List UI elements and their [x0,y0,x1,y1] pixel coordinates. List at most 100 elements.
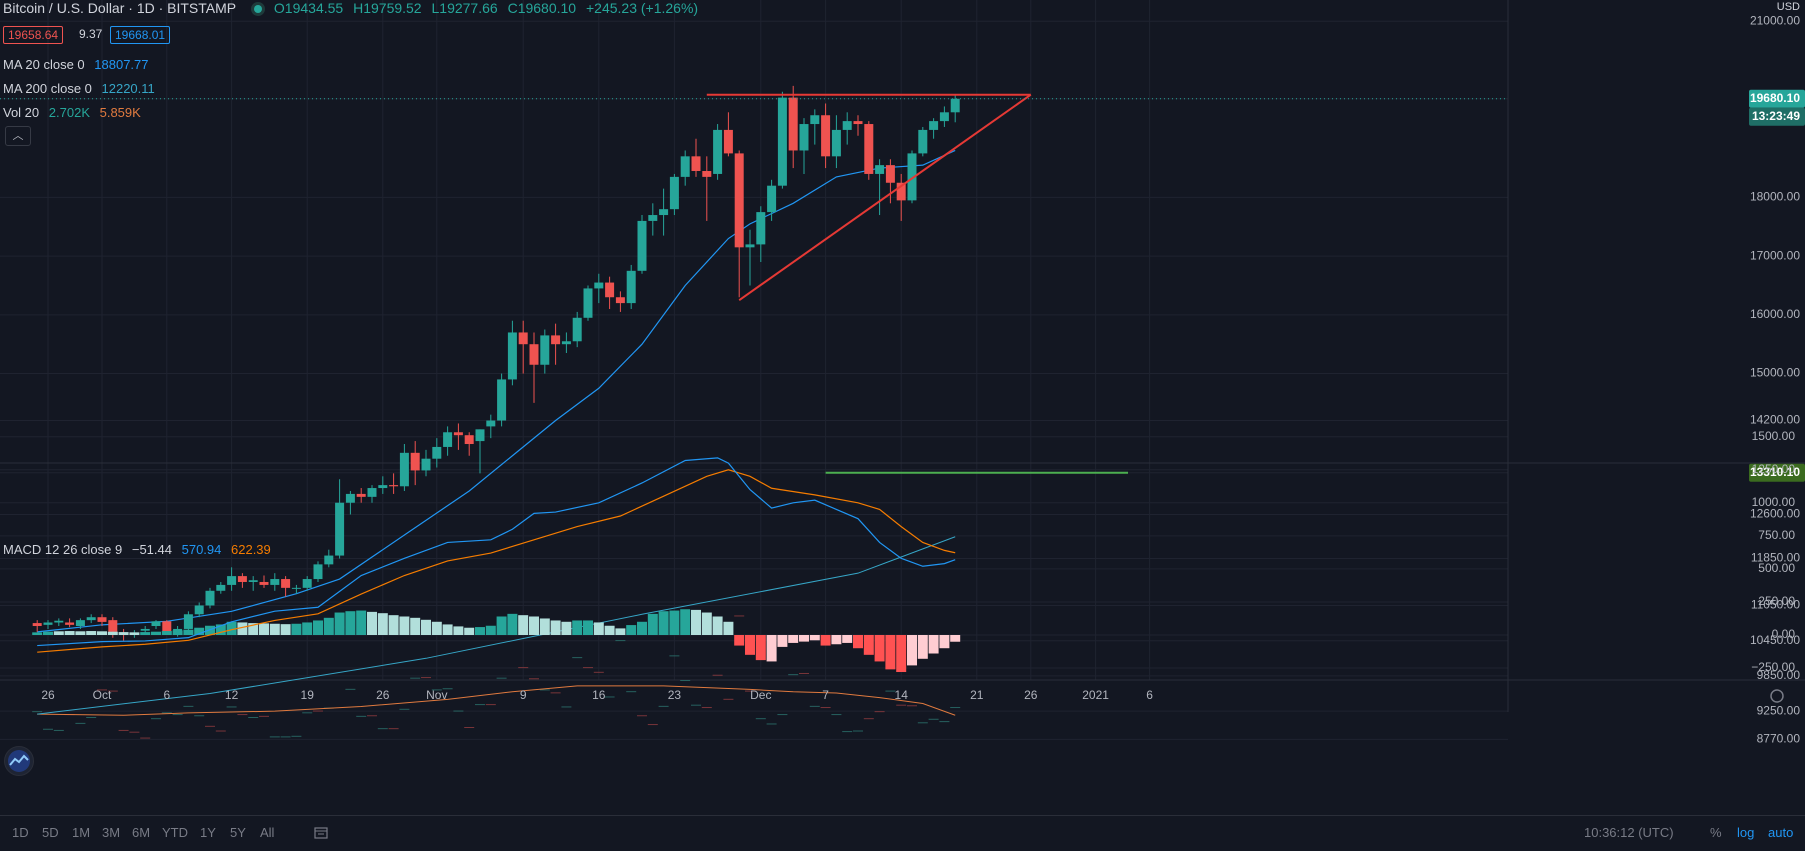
candle-body [594,282,604,289]
candle-body [626,270,636,304]
countdown-label: 13:23:49 [1752,109,1800,123]
volume-bar [863,718,874,720]
macd-histogram-bar [734,635,745,646]
macd-histogram-bar [799,635,809,642]
macd-histogram-bar [809,635,820,641]
time-axis-label: 9 [520,688,527,702]
calendar-range-icon[interactable] [313,825,329,844]
candle-body [810,115,820,125]
candle-body [767,185,777,213]
macd-histogram-bar [572,620,583,635]
ask-price-button[interactable]: 19668.01 [110,26,171,44]
percent-scale-toggle[interactable]: % [1710,825,1722,840]
macd-histogram-bar [140,632,151,635]
timeframe-button-3m[interactable]: 3M [102,825,121,840]
macd-histogram-bar [226,621,237,635]
volume-value: 2.702K [48,105,90,120]
timeframe-button-5y[interactable]: 5Y [230,825,246,840]
macd-histogram-bar [550,620,561,635]
candle-body [529,344,539,365]
macd-histogram-bar [939,635,950,649]
last-price-label: 19680.10 [1750,91,1800,105]
collapse-legend-button[interactable]: ︿ [5,126,31,146]
macd-axis-tick-label: 0.00 [1772,627,1796,641]
macd-legend: MACD 12 26 close 9 −51.44 570.94 622.39 [3,542,277,557]
volume-bar [788,674,799,676]
timeframe-button-all[interactable]: All [260,825,275,840]
volume-bar [939,721,950,723]
candle-body [799,124,809,151]
macd-histogram-bar [583,620,593,635]
candle-body [75,620,85,627]
candle-body [853,121,863,125]
auto-scale-toggle[interactable]: auto [1768,825,1794,840]
volume-bar [777,714,788,716]
macd-histogram-bar [118,632,129,635]
ma20-label: MA 20 close 0 [3,57,85,72]
candle-body [777,97,787,186]
volume-bar [874,711,885,713]
macd-histogram-bar [269,623,280,635]
price-axis-tick-label: 21000.00 [1750,13,1800,27]
support-level-badge [1749,463,1805,482]
candle-body [313,564,323,580]
tradingview-logo-icon[interactable] [4,746,34,776]
log-scale-toggle[interactable]: log [1737,825,1755,840]
volume-bar [97,689,107,691]
volume-bar [572,657,583,659]
price-axis-tick-label: 16000.00 [1750,307,1800,321]
macd-histogram-bar [485,625,496,635]
price-axis-tick-label: 18000.00 [1750,190,1800,204]
candle-body [216,584,226,591]
chevron-up-icon: ︿ [12,130,24,142]
timeframe-button-6m[interactable]: 6M [132,825,151,840]
time-axis-label: Oct [93,688,112,702]
macd-histogram-bar [745,635,755,655]
candle-body [486,420,496,427]
candle-body [540,335,550,365]
timeframe-button-1m[interactable]: 1M [72,825,91,840]
macd-histogram-bar [259,623,269,635]
timeframe-button-ytd[interactable]: YTD [162,825,188,840]
ma200-value: 12220.11 [101,81,155,96]
triangle-bottom-trendline [738,93,1032,301]
timeframe-button-1y[interactable]: 1Y [200,825,216,840]
volume-bar [388,728,399,730]
timeframe-button-1d[interactable]: 1D [12,825,29,840]
macd-histogram-bar [928,635,939,654]
candle-body [97,617,107,622]
time-axis-label: Dec [750,688,771,702]
macd-histogram-bar [248,623,259,635]
volume-bar [583,667,593,669]
bid-price-button[interactable]: 19658.64 [3,26,64,44]
macd-histogram-bar [691,609,701,635]
time-axis-label: 26 [1024,688,1038,702]
utc-clock[interactable]: 10:36:12 (UTC) [1584,825,1674,840]
macd-histogram-bar [917,635,928,659]
candle-body [475,429,485,442]
macd-label: MACD 12 26 close 9 [3,542,123,557]
volume-bar [853,730,863,732]
timeframe-button-5d[interactable]: 5D [42,825,59,840]
candle-body [745,244,755,248]
macd-histogram-bar [518,615,529,635]
candle-body [281,579,291,588]
volume-bar [183,705,194,707]
volume-bar [161,712,172,714]
candle-body [335,502,345,556]
volume-bar [237,714,248,716]
macd-axis-tick-label: 500.00 [1758,561,1795,575]
time-axis-label: 6 [1146,688,1153,702]
volume-bar [410,677,421,679]
volume-bar [140,737,151,739]
candle-body [885,165,895,183]
volume-bar [896,704,907,706]
macd-histogram-bar [86,631,97,635]
ma200-line [37,536,956,715]
settings-gear-icon[interactable] [1770,689,1784,703]
volume-bar [280,736,291,738]
time-axis-label: Nov [426,688,447,702]
price-chart[interactable]: 21000.00 18000.00 17000.00 16000.00 15000.00… [0,0,1805,815]
volume-bar [809,705,820,707]
price-axis-tick-label: 11850.00 [1751,551,1800,565]
